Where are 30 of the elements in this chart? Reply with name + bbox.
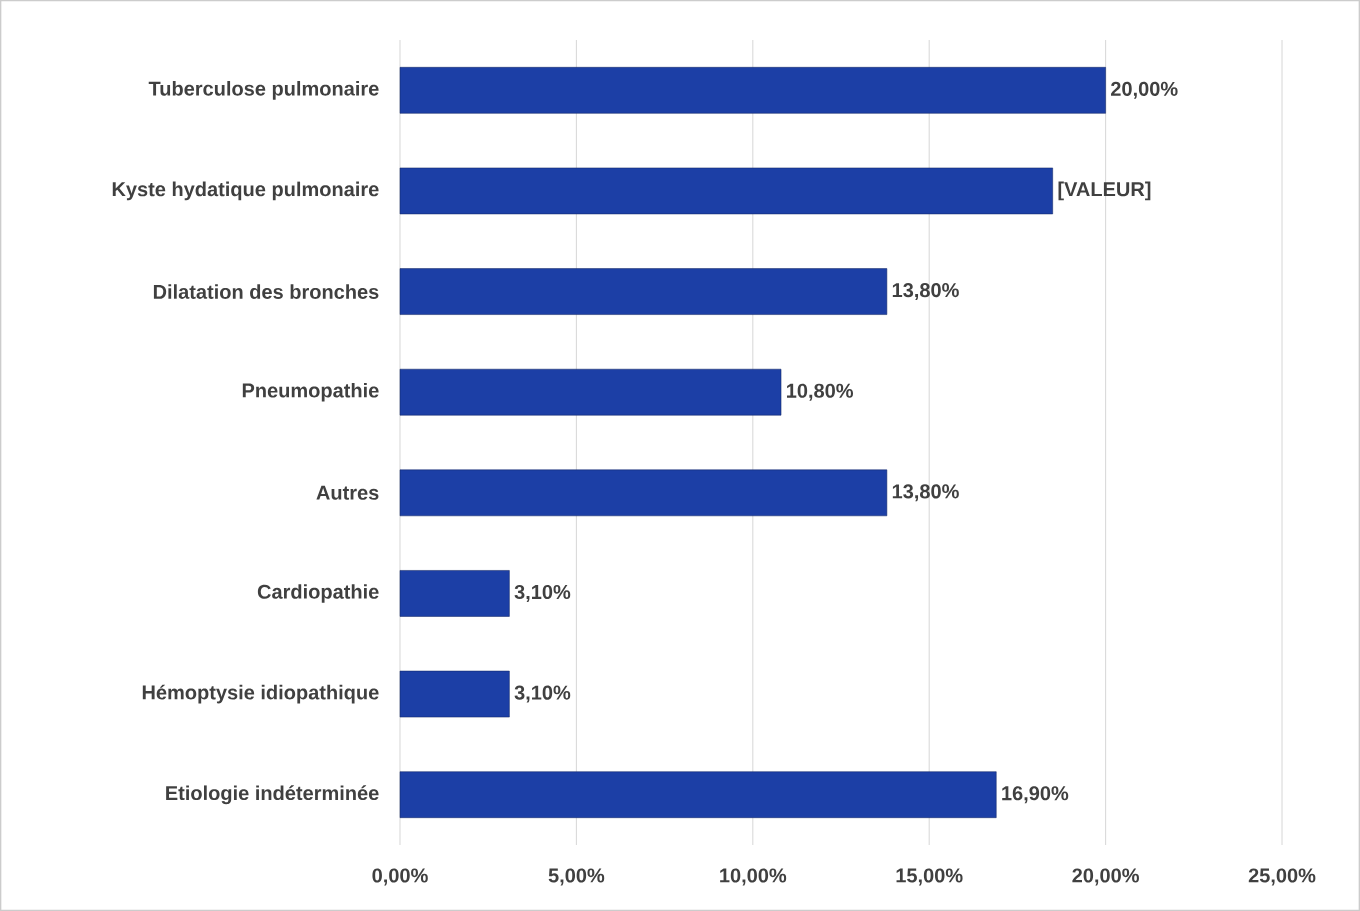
x-tick-label: 5,00% <box>548 868 605 886</box>
x-tick-label: 15,00% <box>896 868 963 886</box>
bar <box>399 167 1053 215</box>
bar <box>399 771 997 818</box>
data-label: 10,80% <box>786 383 854 401</box>
x-tick-label: 0,00% <box>372 868 428 886</box>
y-tick-label: Cardiopathie <box>257 584 379 603</box>
bar <box>399 670 510 718</box>
bar <box>399 268 888 315</box>
y-tick-label: Dilatation des bronches <box>153 284 379 299</box>
x-tick-label: 10,00% <box>720 868 787 886</box>
data-label: 16,90% <box>1002 786 1069 804</box>
bar <box>399 368 782 416</box>
bar <box>399 469 888 517</box>
data-label: 3,10% <box>514 685 571 703</box>
data-label: 13,80% <box>892 484 959 502</box>
x-tick-label: 20,00% <box>1072 868 1139 886</box>
y-tick-label: Tuberculose pulmonaire <box>148 81 379 100</box>
y-tick-label: Etiologie indéterminée <box>166 785 379 805</box>
data-label: 20,00% <box>1111 81 1178 99</box>
data-label: [VALEUR] <box>1058 181 1151 201</box>
data-label: 13,80% <box>892 283 959 301</box>
y-tick-label: Autres <box>316 485 379 500</box>
y-tick-label: Hémoptysie idiopathique <box>142 684 379 704</box>
y-tick-label: Kyste hydatique pulmonaire <box>112 181 379 201</box>
data-label: 3,10% <box>514 584 571 602</box>
x-tick-label: 25,00% <box>1248 868 1316 886</box>
bar <box>399 67 1106 114</box>
y-tick-label: Pneumopathie <box>242 382 379 402</box>
bar <box>399 570 510 617</box>
